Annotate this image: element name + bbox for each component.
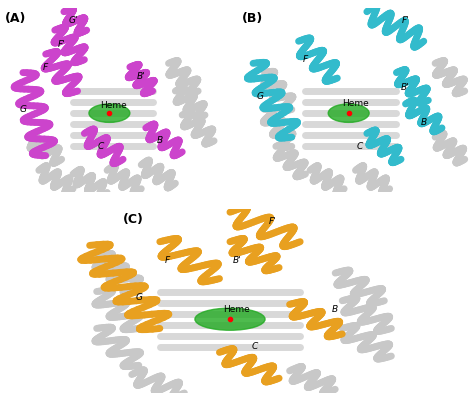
Text: B': B' — [137, 72, 146, 81]
Text: C: C — [97, 142, 103, 151]
Text: B: B — [332, 306, 338, 314]
Ellipse shape — [195, 308, 265, 330]
Text: G: G — [256, 92, 264, 101]
Ellipse shape — [89, 104, 130, 122]
Text: Heme: Heme — [224, 306, 250, 314]
Text: C: C — [357, 142, 363, 151]
Text: G': G' — [68, 16, 78, 25]
Text: F: F — [303, 55, 308, 64]
Text: Heme: Heme — [342, 99, 369, 108]
Text: F: F — [164, 256, 169, 265]
Text: Heme: Heme — [100, 101, 128, 110]
Text: B': B' — [401, 83, 410, 92]
Text: F': F' — [402, 16, 410, 25]
Text: B: B — [421, 118, 427, 127]
Text: B': B' — [233, 256, 241, 265]
Text: F': F' — [58, 41, 65, 49]
Text: G: G — [19, 105, 27, 114]
Text: (C): (C) — [123, 213, 144, 225]
Text: (A): (A) — [5, 12, 26, 25]
Text: F: F — [43, 63, 48, 71]
Text: F': F' — [268, 217, 276, 226]
Text: C: C — [251, 342, 258, 351]
Text: G: G — [135, 293, 142, 302]
Ellipse shape — [328, 104, 369, 122]
Text: B: B — [156, 136, 163, 145]
Text: (B): (B) — [242, 12, 263, 25]
